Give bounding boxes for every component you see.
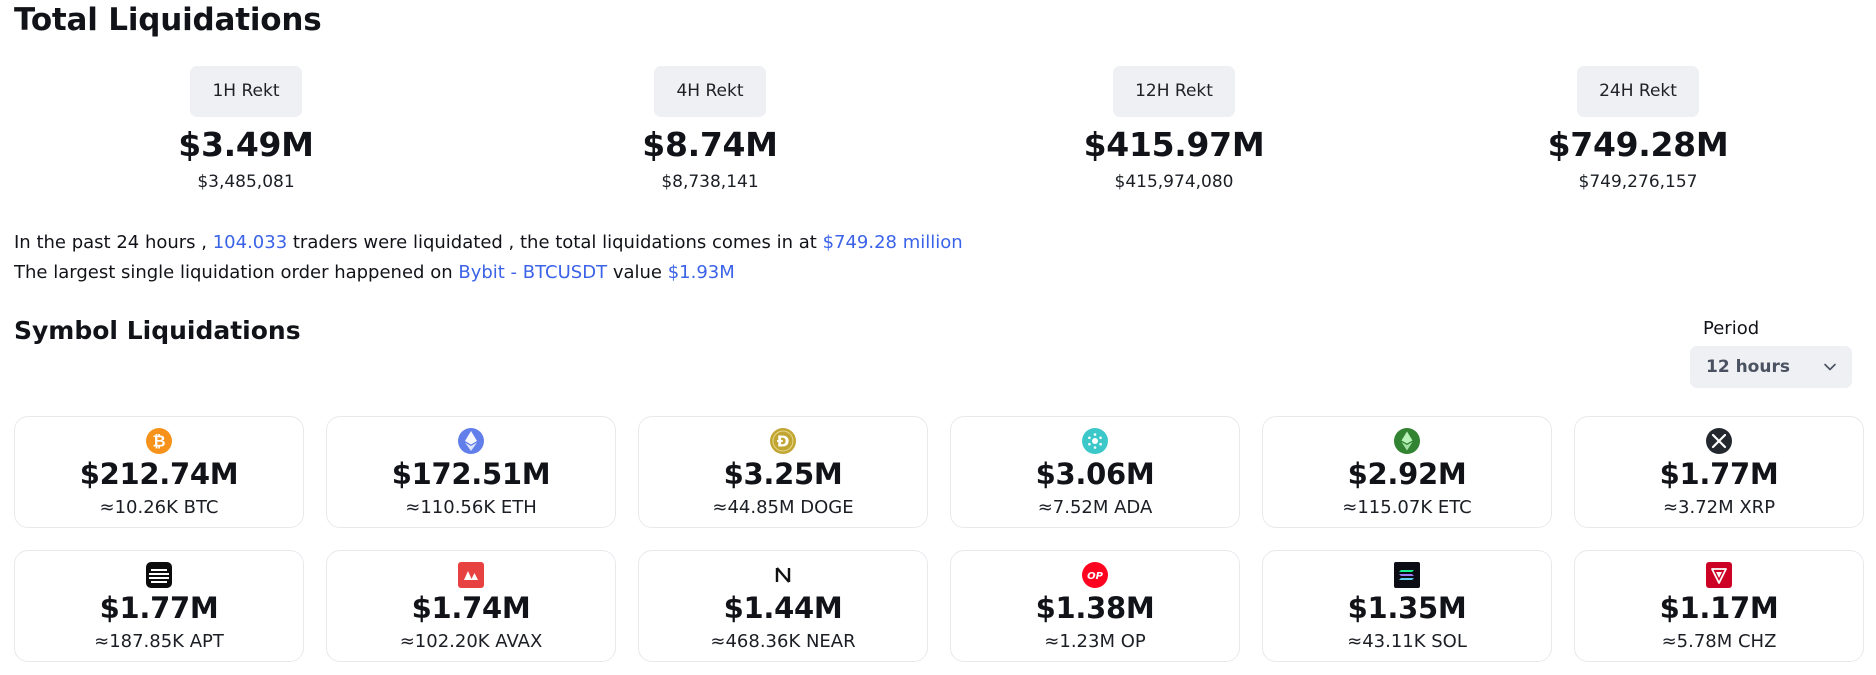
summary-line-traders: In the past 24 hours , 104.033 traders w… [14, 228, 963, 258]
largest-order-value: $1.93M [667, 262, 735, 283]
near-icon [775, 567, 791, 583]
symbol-amount: $172.51M [391, 457, 551, 491]
symbol-quantity: ≈5.78M CHZ [1661, 631, 1777, 652]
stat-exact-value: $8,738,141 [661, 172, 759, 192]
summary-text: traders were liquidated , the total liqu… [287, 232, 823, 253]
symbol-amount: $2.92M [1347, 457, 1467, 491]
symbol-quantity: ≈7.52M ADA [1037, 497, 1153, 518]
symbol-card-doge[interactable]: Ð $3.25M ≈44.85M DOGE [638, 416, 928, 528]
svg-text:Ð: Ð [777, 433, 790, 451]
svg-text:OP: OP [1087, 571, 1104, 582]
symbol-amount: $1.17M [1659, 591, 1779, 625]
period-selected-value: 12 hours [1706, 357, 1790, 377]
symbol-card-sol[interactable]: $1.35M ≈43.11K SOL [1262, 550, 1552, 662]
op-icon: OP [1082, 562, 1108, 588]
symbol-amount: $1.77M [99, 591, 219, 625]
stat-12h: 12H Rekt $415.97M $415,974,080 [1024, 66, 1324, 192]
stat-label: 4H Rekt [654, 66, 766, 117]
symbol-amount: $1.35M [1347, 591, 1467, 625]
xrp-icon [1706, 428, 1732, 454]
avax-icon [458, 562, 484, 588]
symbol-quantity: ≈1.23M OP [1044, 631, 1146, 652]
apt-icon [146, 562, 172, 588]
symbol-amount: $1.77M [1659, 457, 1779, 491]
section-title: Symbol Liquidations [14, 316, 301, 345]
stat-short-value: $3.49M [178, 125, 314, 164]
summary-text: The largest single liquidation order hap… [14, 262, 459, 283]
stat-24h: 24H Rekt $749.28M $749,276,157 [1488, 66, 1788, 192]
period-label: Period [1703, 318, 1760, 339]
liquidation-summary: In the past 24 hours , 104.033 traders w… [14, 228, 963, 288]
sol-icon [1394, 562, 1420, 588]
traders-count: 104.033 [212, 232, 288, 253]
ada-icon [1082, 428, 1108, 454]
symbol-card-near[interactable]: $1.44M ≈468.36K NEAR [638, 550, 928, 662]
summary-text: In the past 24 hours , [14, 232, 213, 253]
stat-exact-value: $415,974,080 [1114, 172, 1234, 192]
stat-short-value: $8.74M [642, 125, 778, 164]
symbol-quantity: ≈110.56K ETH [405, 497, 537, 518]
symbol-card-btc[interactable]: ₿ $212.74M ≈10.26K BTC [14, 416, 304, 528]
total-liquidations: $749.28 million [822, 232, 963, 253]
symbol-amount: $3.06M [1035, 457, 1155, 491]
symbol-amount: $1.44M [723, 591, 843, 625]
symbol-quantity: ≈187.85K APT [94, 631, 224, 652]
summary-line-largest: The largest single liquidation order hap… [14, 258, 963, 288]
rekt-stats: 1H Rekt $3.49M $3,485,081 4H Rekt $8.74M… [0, 66, 1876, 206]
stat-4h: 4H Rekt $8.74M $8,738,141 [560, 66, 860, 192]
symbol-card-op[interactable]: OP $1.38M ≈1.23M OP [950, 550, 1240, 662]
symbol-quantity: ≈44.85M DOGE [712, 497, 854, 518]
largest-order-exchange-link[interactable]: Bybit - BTCUSDT [458, 262, 608, 283]
stat-label: 1H Rekt [190, 66, 302, 117]
stat-short-value: $415.97M [1083, 125, 1265, 164]
svg-text:₿: ₿ [152, 432, 165, 451]
symbol-card-xrp[interactable]: $1.77M ≈3.72M XRP [1574, 416, 1864, 528]
symbol-amount: $212.74M [79, 457, 239, 491]
stat-label: 24H Rekt [1577, 66, 1699, 117]
symbol-quantity: ≈468.36K NEAR [710, 631, 856, 652]
symbol-quantity: ≈3.72M XRP [1662, 497, 1776, 518]
stat-exact-value: $749,276,157 [1578, 172, 1698, 192]
stat-short-value: $749.28M [1547, 125, 1729, 164]
symbol-card-avax[interactable]: $1.74M ≈102.20K AVAX [326, 550, 616, 662]
symbol-amount: $1.38M [1035, 591, 1155, 625]
summary-text: value [607, 262, 668, 283]
stat-exact-value: $3,485,081 [197, 172, 295, 192]
chz-icon [1706, 562, 1732, 588]
stat-1h: 1H Rekt $3.49M $3,485,081 [96, 66, 396, 192]
symbol-amount: $1.74M [411, 591, 531, 625]
etc-icon [1394, 428, 1420, 454]
symbol-card-apt[interactable]: $1.77M ≈187.85K APT [14, 550, 304, 662]
page-title: Total Liquidations [14, 2, 322, 38]
symbol-card-chz[interactable]: $1.17M ≈5.78M CHZ [1574, 550, 1864, 662]
symbol-quantity: ≈10.26K BTC [99, 497, 219, 518]
doge-icon: Ð [770, 428, 796, 454]
stat-label: 12H Rekt [1113, 66, 1235, 117]
symbol-card-ada[interactable]: $3.06M ≈7.52M ADA [950, 416, 1240, 528]
symbol-quantity: ≈115.07K ETC [1342, 497, 1472, 518]
symbol-quantity: ≈102.20K AVAX [399, 631, 543, 652]
symbol-card-etc[interactable]: $2.92M ≈115.07K ETC [1262, 416, 1552, 528]
symbol-amount: $3.25M [723, 457, 843, 491]
chevron-down-icon [1824, 363, 1836, 371]
btc-icon: ₿ [146, 428, 172, 454]
symbol-card-eth[interactable]: $172.51M ≈110.56K ETH [326, 416, 616, 528]
eth-icon [458, 428, 484, 454]
period-select[interactable]: 12 hours [1690, 346, 1852, 388]
symbol-quantity: ≈43.11K SOL [1347, 631, 1467, 652]
